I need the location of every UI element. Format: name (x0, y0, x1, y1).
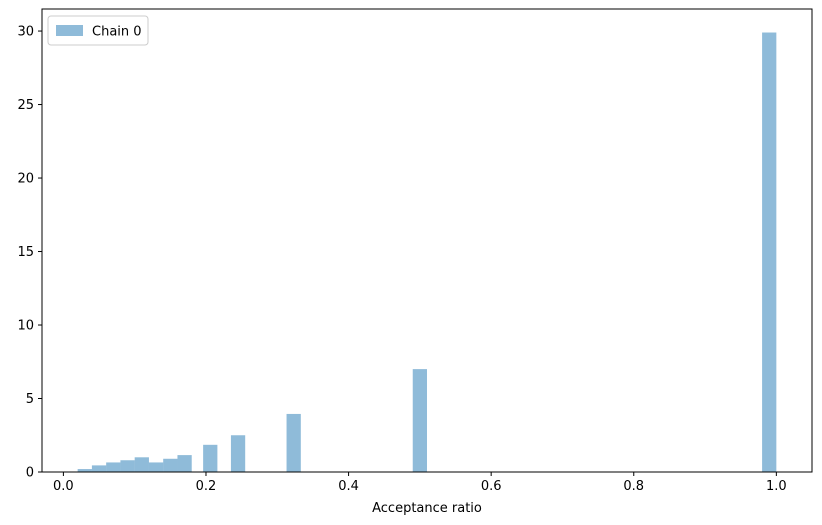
y-tick-label: 15 (17, 245, 34, 260)
histogram-bar (203, 444, 218, 472)
x-tick-label: 0.6 (481, 479, 502, 494)
legend-swatch (56, 25, 83, 36)
x-tick-label: 1.0 (766, 479, 787, 494)
histogram-bar (412, 369, 427, 472)
histogram-bar (148, 462, 164, 472)
histogram-bar (77, 469, 92, 472)
plot-frame (41, 8, 813, 473)
histogram-bar (134, 457, 149, 472)
y-tick-label: 0 (26, 466, 34, 481)
x-tick-label: 0.0 (53, 479, 74, 494)
y-tick-label: 20 (17, 172, 34, 187)
legend: Chain 0 (47, 15, 149, 46)
y-axis: 0 5 10 15 20 25 30 (17, 25, 42, 481)
histogram-bar (230, 435, 246, 472)
x-tick-label: 0.2 (196, 479, 217, 494)
x-axis-label: Acceptance ratio (372, 501, 482, 516)
histogram-bar (177, 455, 192, 472)
y-tick-label: 5 (26, 392, 34, 407)
x-tick-label: 0.8 (623, 479, 644, 494)
legend-label: Chain 0 (92, 25, 142, 40)
y-tick-label: 10 (17, 319, 34, 334)
histogram-bar (91, 465, 107, 472)
histogram-bar (762, 32, 777, 473)
histogram-bar (106, 462, 121, 472)
legend-frame (47, 15, 149, 46)
histogram-bar (120, 460, 135, 472)
histogram-bar (163, 458, 178, 472)
y-tick-label: 30 (17, 25, 34, 40)
x-axis: 0.0 0.2 0.4 0.6 0.8 1.0 (53, 472, 787, 494)
histogram-bars (77, 32, 777, 473)
y-tick-label: 25 (17, 98, 34, 113)
x-tick-label: 0.4 (338, 479, 359, 494)
histogram-bar (286, 413, 301, 472)
